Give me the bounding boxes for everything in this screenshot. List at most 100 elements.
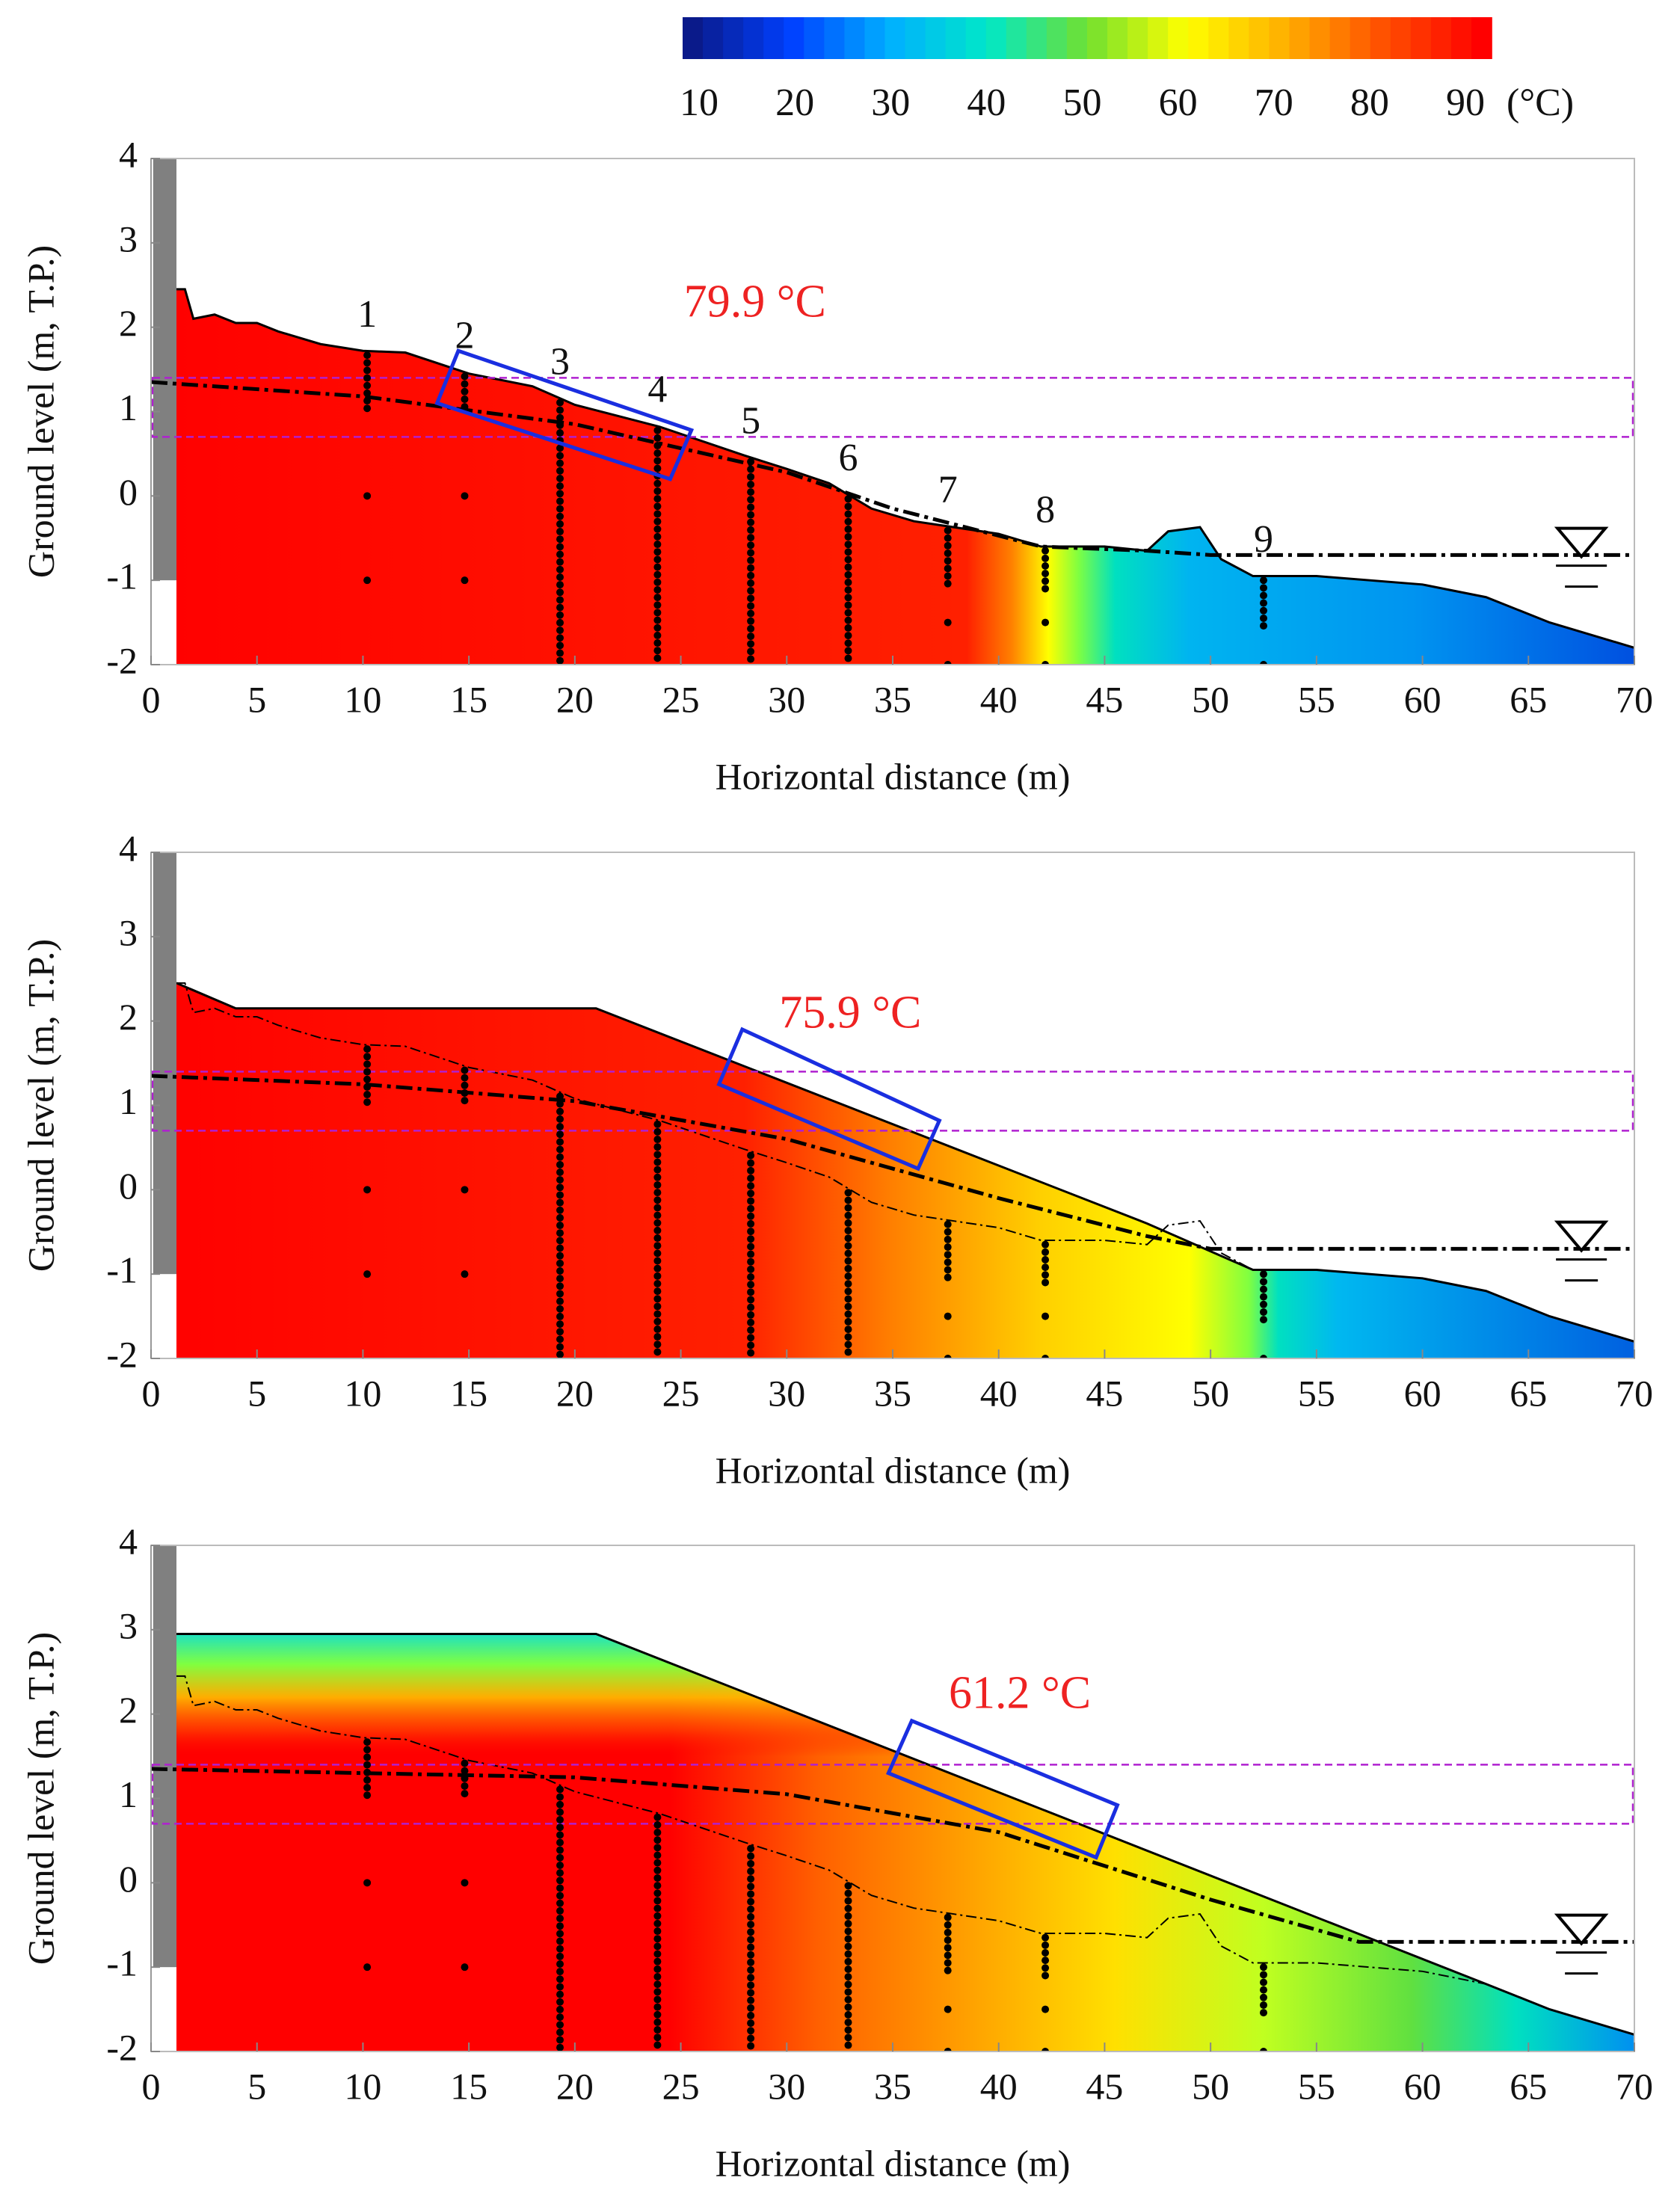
colorbar-swatch [723, 17, 744, 59]
sensor-dot [1041, 661, 1050, 665]
sensor-dot [363, 1746, 372, 1754]
sensor-dot [556, 1237, 564, 1245]
colorbar-unit: (°C) [1507, 81, 1574, 124]
sensor-dot [747, 1936, 755, 1944]
sensor-dot [653, 1988, 662, 1996]
sensor-dot [944, 541, 952, 550]
colorbar-swatch [985, 17, 1007, 59]
sensor-dot [747, 1318, 755, 1326]
sensor-dot [747, 458, 755, 466]
sensor-dot [653, 1904, 662, 1912]
sensor-dot [556, 1800, 564, 1809]
colorbar-swatch [743, 17, 764, 59]
sensor-dot [556, 550, 564, 558]
sensor-dot [556, 1952, 564, 1960]
colorbar-swatch [1249, 17, 1270, 59]
x-tick-label: 20 [556, 678, 594, 720]
sensor-dot [1041, 2048, 1050, 2051]
y-tick-label: -2 [106, 1333, 138, 1375]
colorbar-swatch [1087, 17, 1108, 59]
sensor-dot [556, 1328, 564, 1336]
colorbar-swatch [1390, 17, 1412, 59]
sensor-dot [363, 1879, 372, 1887]
sensor-dot [844, 1965, 852, 1973]
sensor-dot [556, 1130, 564, 1139]
sensor-dot [844, 1882, 852, 1890]
y-tick-label: 4 [119, 827, 138, 869]
sensor-dot [556, 581, 564, 589]
sensor-dot [747, 1296, 755, 1304]
sensor-dot [844, 1935, 852, 1943]
sensor-dot [653, 1820, 662, 1829]
sensor-dot [556, 1198, 564, 1207]
sensor-dot [556, 1793, 564, 1801]
sensor-dot [556, 1145, 564, 1154]
sensor-dot [556, 627, 564, 635]
sensor-dot [747, 1852, 755, 1860]
sensor-dot [747, 2011, 755, 2019]
colorbar-swatch [945, 17, 967, 59]
sensor-dot [844, 2019, 852, 2027]
sensor-dot [747, 1166, 755, 1175]
sensor-dot [844, 609, 852, 617]
borehole-label: 3 [550, 340, 570, 383]
sensor-dot [844, 1317, 852, 1326]
chart: 61.2 °C 0 5 10 15 20 25 30 35 40 45 50 55 60 65 70 -2 -1 0… [19, 1520, 1653, 2184]
sensor-dot [556, 634, 564, 642]
y-tick-label: 4 [119, 1520, 138, 1562]
sensor-dot [1260, 1978, 1267, 1986]
borehole-label: 1 [357, 293, 377, 336]
sensor-dot [363, 576, 372, 585]
x-tick-label: 55 [1298, 2065, 1335, 2107]
sensor-dot [1260, 1293, 1267, 1301]
sensor-dot [747, 1883, 755, 1891]
sensor-dot [653, 570, 662, 579]
x-tick-label: 40 [980, 2065, 1018, 2107]
sensor-dot [653, 631, 662, 639]
y-tick-label: 0 [119, 471, 138, 513]
sensor-dot [653, 1211, 662, 1219]
colorbar-swatch [824, 17, 846, 59]
sensor-dot [556, 2005, 564, 2013]
sensor-dot [944, 557, 952, 565]
sensor-dot [747, 1265, 755, 1273]
sensor-dot [747, 1243, 755, 1251]
sensor-dot [844, 1973, 852, 1981]
y-tick-label: 1 [119, 387, 138, 428]
sensor-dot [747, 640, 755, 648]
sensor-dot [653, 1813, 662, 1821]
sensor-dot [653, 616, 662, 624]
sensor-dot [747, 1311, 755, 1319]
sensor-dot [653, 1340, 662, 1349]
sensor-dot [653, 585, 662, 594]
sensor-dot [556, 1785, 564, 1794]
colorbar-swatch [1148, 17, 1169, 59]
target-band [151, 1071, 1634, 1132]
x-tick-label: 20 [556, 1372, 594, 1414]
sensor-dot [461, 1081, 469, 1089]
temperature-field [176, 289, 1634, 665]
sensor-dot [844, 1219, 852, 1227]
sensor-dot [747, 511, 755, 519]
sensor-dot [653, 1158, 662, 1166]
sensor-dot [844, 654, 852, 662]
sensor-dot [653, 1980, 662, 1989]
sensor-dot [653, 1196, 662, 1204]
sensor-dot [653, 1166, 662, 1174]
sensor-dot [556, 573, 564, 581]
sensor-dot [1260, 591, 1267, 600]
y-tick-label: -1 [106, 555, 138, 597]
sensor-dot [653, 517, 662, 526]
colorbar-swatch [1450, 17, 1472, 59]
sensor-dot [653, 1302, 662, 1311]
x-tick-label: 15 [450, 2065, 487, 2107]
colorbar-swatch [1127, 17, 1148, 59]
x-tick-label: 0 [142, 1372, 161, 1414]
x-tick-label: 5 [247, 1372, 266, 1414]
retaining-wall [153, 158, 177, 581]
sensor-dot [653, 487, 662, 495]
sensor-dot [556, 1892, 564, 1900]
sensor-dot [844, 1189, 852, 1197]
sensor-dot [844, 1204, 852, 1212]
x-tick-label: 65 [1510, 2065, 1547, 2107]
